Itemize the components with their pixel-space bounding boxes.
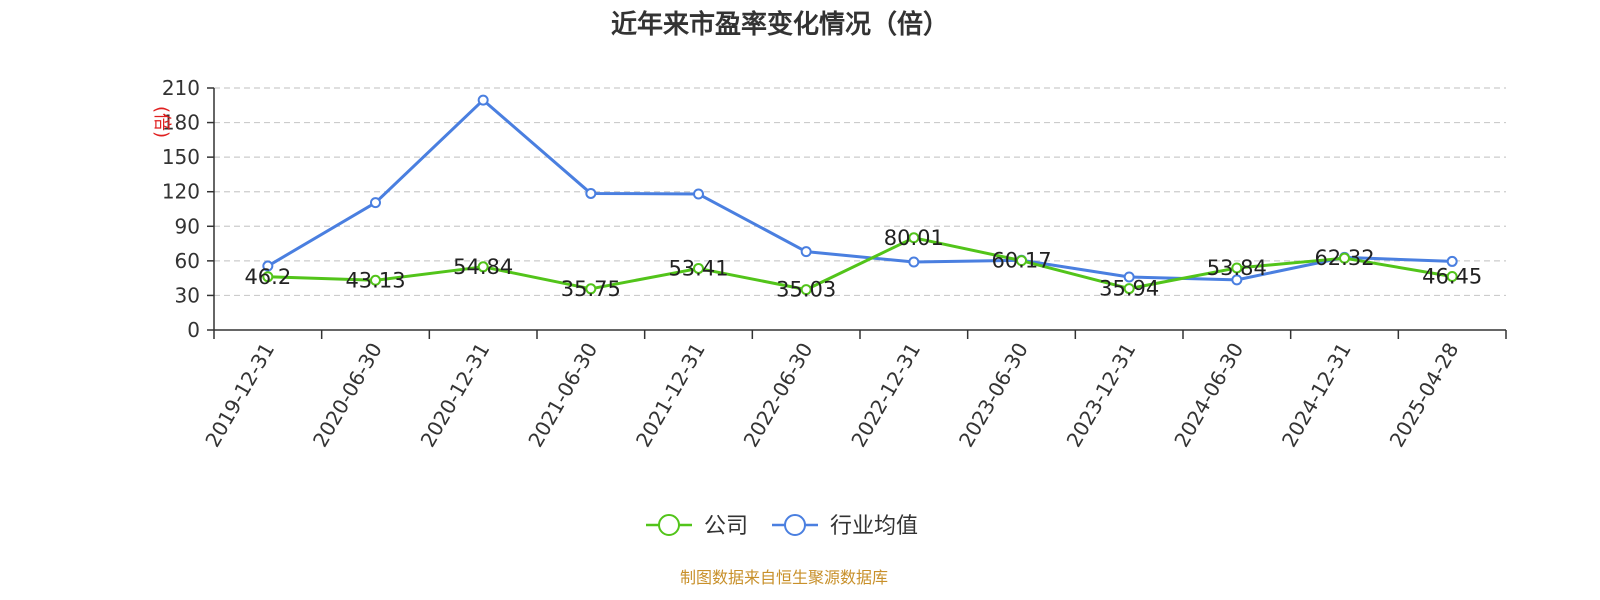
series-group	[262, 94, 1458, 296]
data-point[interactable]	[1339, 252, 1350, 264]
data-label: 62.32	[1314, 246, 1374, 270]
legend[interactable]: 公司 行业均值	[646, 514, 918, 539]
legend-label: 行业均值	[830, 514, 918, 539]
series-line-1	[267, 98, 1453, 282]
x-tick-label: 2025-04-28	[1385, 339, 1464, 452]
data-point[interactable]	[1446, 255, 1458, 267]
x-tick-label: 2021-06-30	[523, 339, 602, 452]
data-point[interactable]	[800, 284, 812, 296]
x-tick-label: 2024-06-30	[1169, 339, 1248, 452]
data-label: 35.03	[776, 278, 836, 302]
legend-marker-icon	[658, 514, 680, 536]
data-label: 53.84	[1207, 256, 1267, 280]
x-tick-label: 2020-06-30	[308, 339, 387, 452]
y-tick-label: 0	[187, 318, 200, 342]
data-point[interactable]	[908, 256, 920, 268]
data-point[interactable]	[908, 232, 920, 244]
x-tick-label: 2021-12-31	[631, 339, 710, 452]
x-tick-label: 2024-12-31	[1277, 339, 1356, 452]
y-tick-label: 150	[162, 145, 200, 169]
y-tick-label: 210	[162, 76, 200, 100]
data-label: 35.75	[561, 277, 621, 301]
legend-item-1[interactable]: 行业均值	[772, 514, 918, 539]
data-point[interactable]	[370, 274, 381, 286]
data-point[interactable]	[800, 246, 812, 258]
data-point[interactable]	[1231, 262, 1243, 274]
legend-marker-icon	[784, 514, 806, 536]
x-tick-label: 2022-12-31	[846, 338, 925, 451]
data-point[interactable]	[693, 188, 704, 200]
data-point[interactable]	[477, 261, 489, 273]
data-label: 43.13	[345, 268, 405, 292]
data-point[interactable]	[477, 94, 489, 106]
chart-title: 近年来市盈率变化情况（倍）	[611, 9, 949, 40]
data-label: 46.2	[244, 265, 291, 289]
x-axis: 2019-12-31 2020-06-30 2020-12-31 2021-06-30…	[200, 329, 1507, 452]
data-point[interactable]	[585, 187, 597, 199]
y-tick-label: 90	[175, 214, 200, 238]
data-label: 35.94	[1099, 277, 1159, 301]
x-tick-label: 2023-06-30	[954, 339, 1033, 452]
data-label: 80.01	[884, 226, 944, 250]
x-tick-label: 2019-12-31	[200, 339, 279, 452]
x-tick-label: 2022-06-30	[739, 339, 818, 452]
data-point[interactable]	[1231, 274, 1243, 286]
y-axis: 0 30 60 90 120 150 180 210	[162, 76, 215, 342]
data-point[interactable]	[262, 271, 274, 283]
data-point[interactable]	[1446, 270, 1458, 282]
gridlines	[214, 87, 1506, 297]
data-point[interactable]	[262, 260, 274, 272]
data-point[interactable]	[1123, 283, 1135, 295]
y-tick-label: 120	[162, 180, 200, 204]
y-axis-label: (倍)	[151, 106, 172, 138]
data-label: 53.41	[668, 256, 728, 280]
data-point[interactable]	[585, 283, 597, 295]
data-label: 54.84	[453, 255, 513, 279]
legend-item-0[interactable]: 公司	[646, 514, 748, 539]
data-label: 60.17	[991, 249, 1051, 273]
y-tick-label: 60	[175, 249, 200, 273]
data-point[interactable]	[1016, 255, 1027, 267]
y-tick-label: 180	[162, 111, 200, 135]
x-tick-label: 2023-12-31	[1062, 339, 1141, 452]
legend-label: 公司	[704, 514, 748, 539]
series-line-0	[267, 236, 1453, 292]
data-labels: 46.2 43.13 54.84 35.75 53.41 35.03 80.01 60.17 3…	[244, 226, 1482, 302]
data-point[interactable]	[370, 197, 381, 209]
y-tick-label: 30	[175, 283, 200, 307]
data-label: 46.45	[1422, 264, 1482, 288]
x-tick-label: 2020-12-31	[416, 338, 495, 451]
source-note: 制图数据来自恒生聚源数据库	[680, 568, 888, 587]
data-point[interactable]	[693, 262, 704, 274]
data-point[interactable]	[1123, 271, 1135, 283]
